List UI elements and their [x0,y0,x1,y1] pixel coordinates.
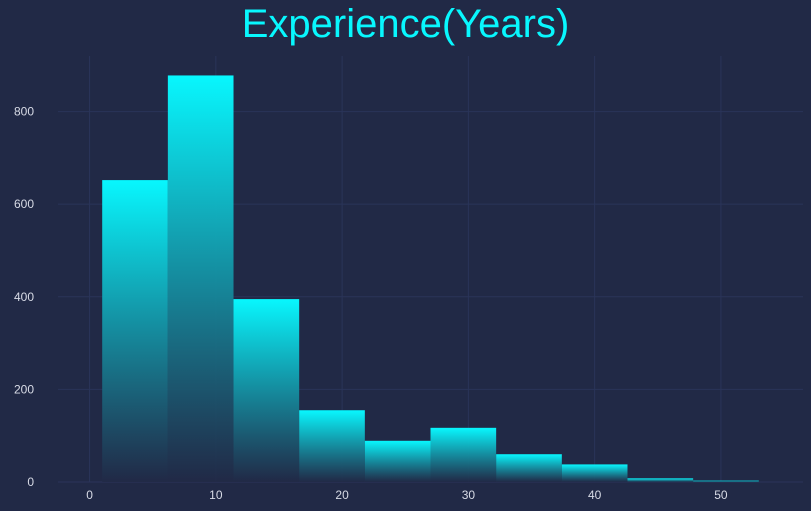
tick-labels: 0 10 20 30 40 50 0 200 400 600 800 [14,105,728,502]
chart-title: Experience(Years) [241,2,570,46]
histogram-bar [299,410,365,482]
histogram-bar [430,427,497,482]
x-tick-label: 10 [209,488,223,502]
x-tick-label: 20 [335,488,349,502]
histogram-bar [364,440,431,482]
x-tick-label: 40 [588,488,602,502]
histogram-bar [233,299,300,482]
x-tick-label: 30 [462,488,476,502]
x-tick-label: 50 [714,488,728,502]
y-tick-label: 400 [14,290,34,304]
histogram-bar [693,480,759,482]
histogram-bar [561,464,628,482]
y-tick-label: 0 [27,475,34,489]
histogram-bar [167,75,234,483]
bars [102,75,759,483]
histogram-bar [627,478,694,482]
histogram-bar [496,454,562,482]
y-tick-label: 200 [14,382,34,396]
histogram-bar [102,180,168,483]
x-tick-label: 0 [86,488,93,502]
y-tick-label: 600 [14,197,34,211]
y-tick-label: 800 [14,105,34,119]
